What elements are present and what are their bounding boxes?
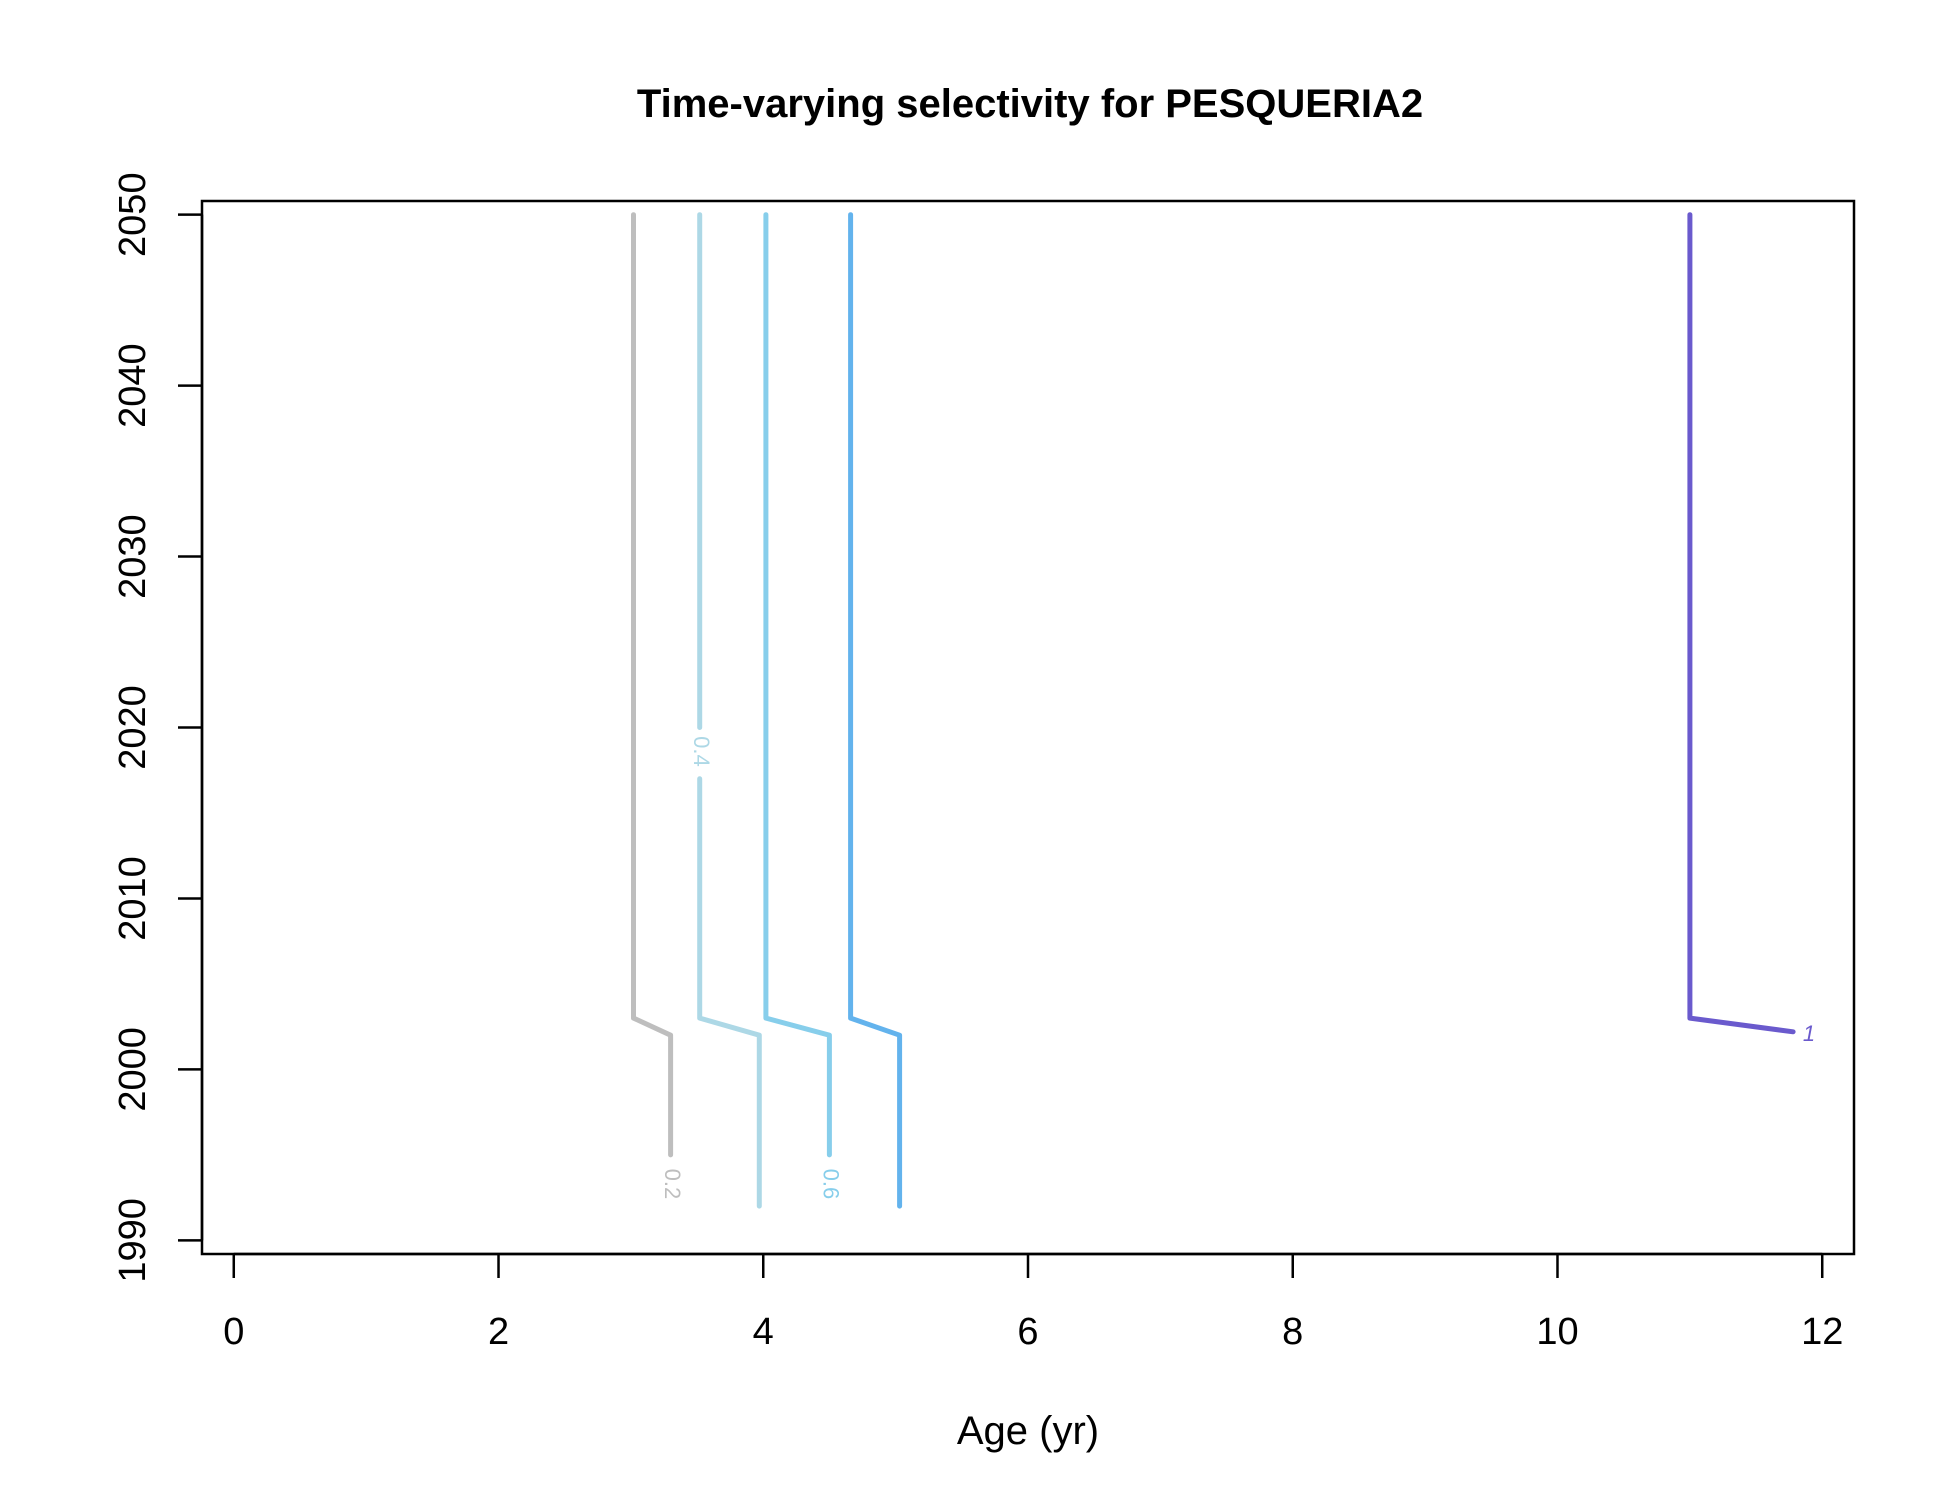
contour-series-2: 0.4: [689, 212, 762, 1209]
contour-line: [848, 212, 903, 1209]
contour-line: [1687, 212, 1796, 1035]
y-axis: 1990 2000 2010 2020 2030 2040 2050: [112, 172, 204, 1283]
x-tick-label: 4: [753, 1311, 774, 1353]
x-tick-label: 2: [488, 1311, 509, 1353]
contour-label: 0.6: [819, 1169, 844, 1200]
contour-line: [763, 212, 832, 1158]
y-tick-label: 1990: [112, 1198, 154, 1283]
y-tick-label: 2040: [112, 343, 154, 428]
x-tick-label: 0: [223, 1311, 244, 1353]
y-tick-label: 2020: [112, 685, 154, 770]
contour-line: [631, 212, 674, 1158]
contour-lines: 0.2 0.4 0.6 1: [631, 212, 1815, 1209]
y-tick-label: 2030: [112, 514, 154, 599]
chart-title: Time-varying selectivity for PESQUERIA2: [637, 82, 1423, 126]
x-tick-label: 12: [1801, 1311, 1843, 1353]
contour-series-5: 1: [1687, 212, 1815, 1046]
contour-series-3: 0.6: [763, 212, 844, 1200]
x-tick-label: 10: [1536, 1311, 1578, 1353]
x-tick-label: 8: [1282, 1311, 1303, 1353]
contour-label: 0.4: [689, 736, 714, 767]
contour-series-4: [848, 212, 903, 1209]
y-tick-label: 2050: [112, 172, 154, 257]
x-axis: 0 2 4 6 8 10 12: [223, 1252, 1843, 1353]
y-tick-label: 2010: [112, 856, 154, 941]
contour-label: 1: [1803, 1021, 1815, 1046]
y-tick-label: 2000: [112, 1027, 154, 1112]
x-tick-label: 6: [1017, 1311, 1038, 1353]
contour-series-1: 0.2: [631, 212, 685, 1200]
contour-label: 0.2: [660, 1169, 685, 1200]
contour-line: [697, 776, 762, 1209]
plot-frame: [200, 199, 1856, 1256]
x-axis-label: Age (yr): [957, 1409, 1099, 1453]
